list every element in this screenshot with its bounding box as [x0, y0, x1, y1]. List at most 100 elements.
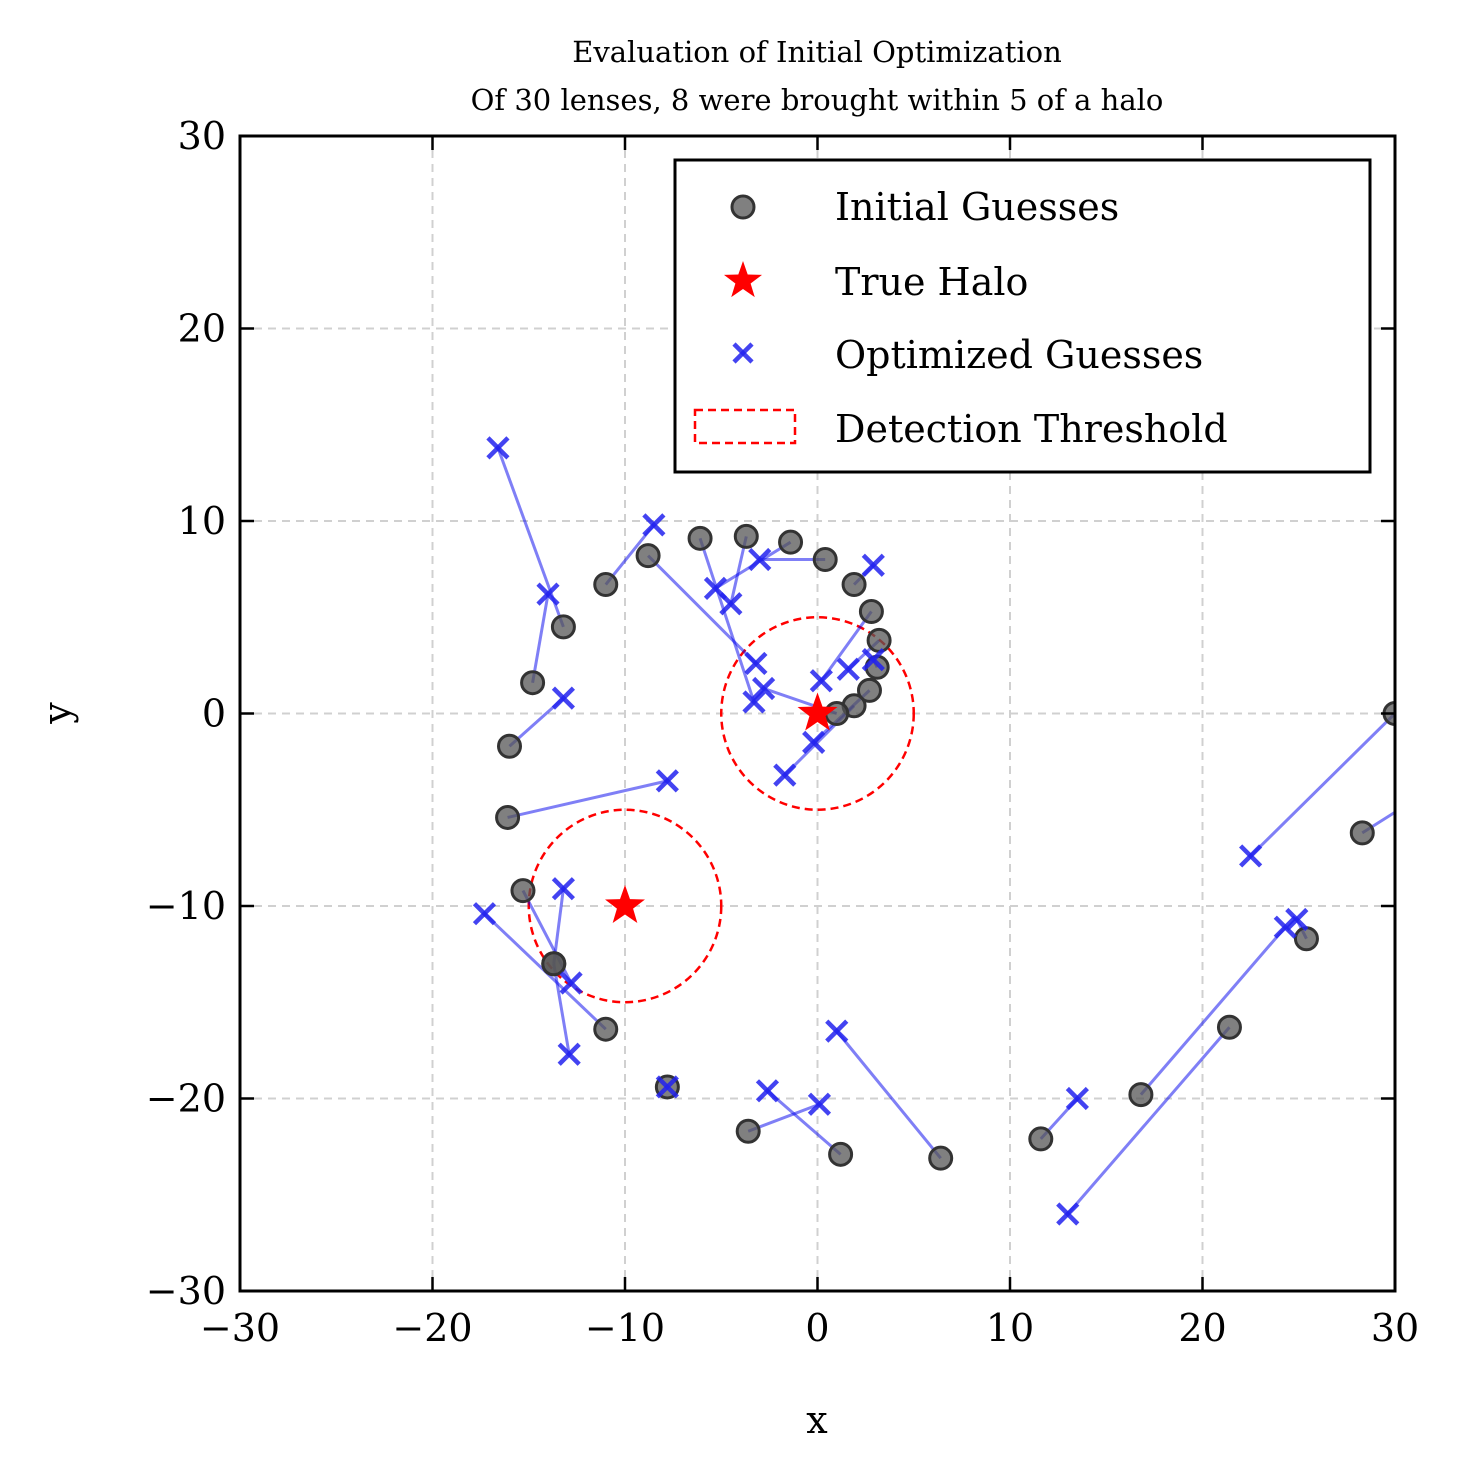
optimized-guess-marker [1239, 844, 1263, 868]
optimized-guess-marker [486, 436, 510, 460]
optimized-guess-stroke [773, 763, 797, 787]
optimization-paths [483, 447, 1395, 1215]
optimized-guess-marker [1273, 915, 1297, 939]
optimized-guess-marker [861, 648, 885, 672]
optimized-guess-marker [809, 669, 833, 693]
optimized-guess-marker [773, 763, 797, 787]
chart-title-line-2: Of 30 lenses, 8 were brought within 5 of… [471, 83, 1164, 117]
optimized-guess-stroke [861, 553, 885, 577]
true-halo-star [605, 885, 645, 923]
detection-threshold-circles [527, 616, 915, 1004]
optimized-guess-marker [742, 690, 766, 714]
detection-threshold-circle [527, 808, 723, 1004]
initial-guess-point [856, 677, 882, 703]
optimized-guess-stroke [1273, 915, 1297, 939]
legend-halo-marker [723, 261, 763, 298]
optimized-guess-stroke [551, 686, 575, 710]
optimization-path [820, 610, 873, 682]
optimized-guess-marker [825, 1019, 849, 1043]
optimization-path [507, 779, 668, 819]
chart-title-line-1: Evaluation of Initial Optimization [572, 35, 1062, 69]
optimized-guess-marker [1404, 790, 1424, 810]
initial-guess-point [510, 878, 536, 904]
y-axis-label: y [35, 702, 79, 725]
optimized-guess-stroke [551, 877, 575, 901]
y-tick-label: 20 [178, 307, 226, 351]
optimized-guesses [472, 436, 1424, 1226]
optimization-path [766, 1089, 842, 1156]
initial-guess-point [733, 523, 759, 549]
optimized-guess-marker [551, 686, 575, 710]
optimized-guess-stroke [655, 1075, 679, 1099]
initial-guess-point [520, 670, 546, 696]
optimized-guess-stroke [861, 648, 885, 672]
legend-optimized-label: Optimized Guesses [835, 333, 1203, 377]
initial-guess-point [824, 701, 850, 726]
optimization-path [647, 554, 757, 665]
optimization-path [531, 593, 550, 683]
legend-optimized-marker [732, 342, 754, 364]
optimized-guess-stroke [472, 902, 497, 926]
initial-guess-point [866, 627, 892, 653]
y-tick-label: −10 [146, 884, 226, 928]
initial-guess-point [828, 1141, 854, 1167]
x-tick-label: −10 [585, 1306, 665, 1350]
optimized-guess-marker [557, 1042, 581, 1066]
initial-guess-point [1028, 1126, 1054, 1152]
x-tick-label: −20 [392, 1306, 472, 1350]
x-tick-label: 0 [805, 1306, 829, 1350]
optimization-path [552, 963, 571, 1055]
optimized-guess-stroke [1065, 1086, 1089, 1111]
axis-ticks: −30 −20 −10 0 10 20 30 −30 −20 −10 0 10 20 30 [146, 114, 1419, 1350]
legend-threshold-marker [693, 408, 797, 445]
initial-guess-point [550, 614, 576, 640]
optimized-guess-stroke [703, 576, 728, 600]
true-halo-star [797, 692, 838, 731]
optimized-guess-stroke [486, 436, 510, 460]
optimized-guess-marker [755, 1079, 780, 1103]
optimized-guess-stroke [825, 1019, 849, 1043]
initial-guess-point [928, 1145, 954, 1171]
optimized-guess-marker [655, 769, 679, 793]
initial-guess-point [1216, 1014, 1242, 1040]
initial-guess-point [864, 654, 890, 680]
optimized-guess-stroke [719, 592, 743, 616]
optimized-guess-marker [536, 582, 560, 606]
optimized-guess-stroke [1056, 1202, 1080, 1226]
optimized-guess-marker [744, 651, 768, 676]
optimization-path [698, 537, 756, 703]
legend-threshold-label: Detection Threshold [835, 407, 1228, 451]
optimized-guess-marker [802, 730, 826, 754]
initial-guess-point [495, 804, 521, 830]
optimized-guess-marker [551, 877, 575, 901]
optimized-guess-marker [472, 902, 497, 926]
optimized-guess-stroke [744, 651, 768, 676]
y-tick-label: −20 [146, 1077, 226, 1121]
optimized-guess-stroke [536, 582, 560, 606]
optimized-guess-stroke [1404, 790, 1424, 810]
optimized-guess-stroke [755, 1079, 780, 1103]
x-tick-label: 30 [1371, 1306, 1419, 1350]
optimized-guess-stroke [642, 513, 666, 537]
optimized-guess-marker [1065, 1086, 1089, 1111]
y-tick-label: 0 [202, 692, 226, 736]
optimized-guess-marker [861, 553, 885, 577]
optimized-guess-marker [559, 971, 583, 995]
optimized-guess-marker [748, 547, 772, 572]
optimization-path [1249, 712, 1395, 858]
optimized-guess-stroke [655, 769, 679, 793]
detection-threshold-circle [720, 616, 915, 811]
optimized-guess-marker [752, 676, 776, 701]
optimized-guess-stroke [1239, 844, 1263, 868]
initial-guess-point [1128, 1082, 1154, 1108]
initial-guess-point [812, 547, 838, 572]
optimized-guess-marker [703, 576, 728, 600]
plot-area [472, 436, 1424, 1226]
initial-guess-point [841, 572, 867, 598]
initial-guess-point [778, 529, 804, 555]
x-axis-label: x [806, 1398, 827, 1442]
optimization-path [552, 888, 565, 964]
initial-guess-point [858, 598, 884, 624]
x-tick-label: 10 [986, 1306, 1034, 1350]
initial-guess-point [497, 733, 522, 759]
